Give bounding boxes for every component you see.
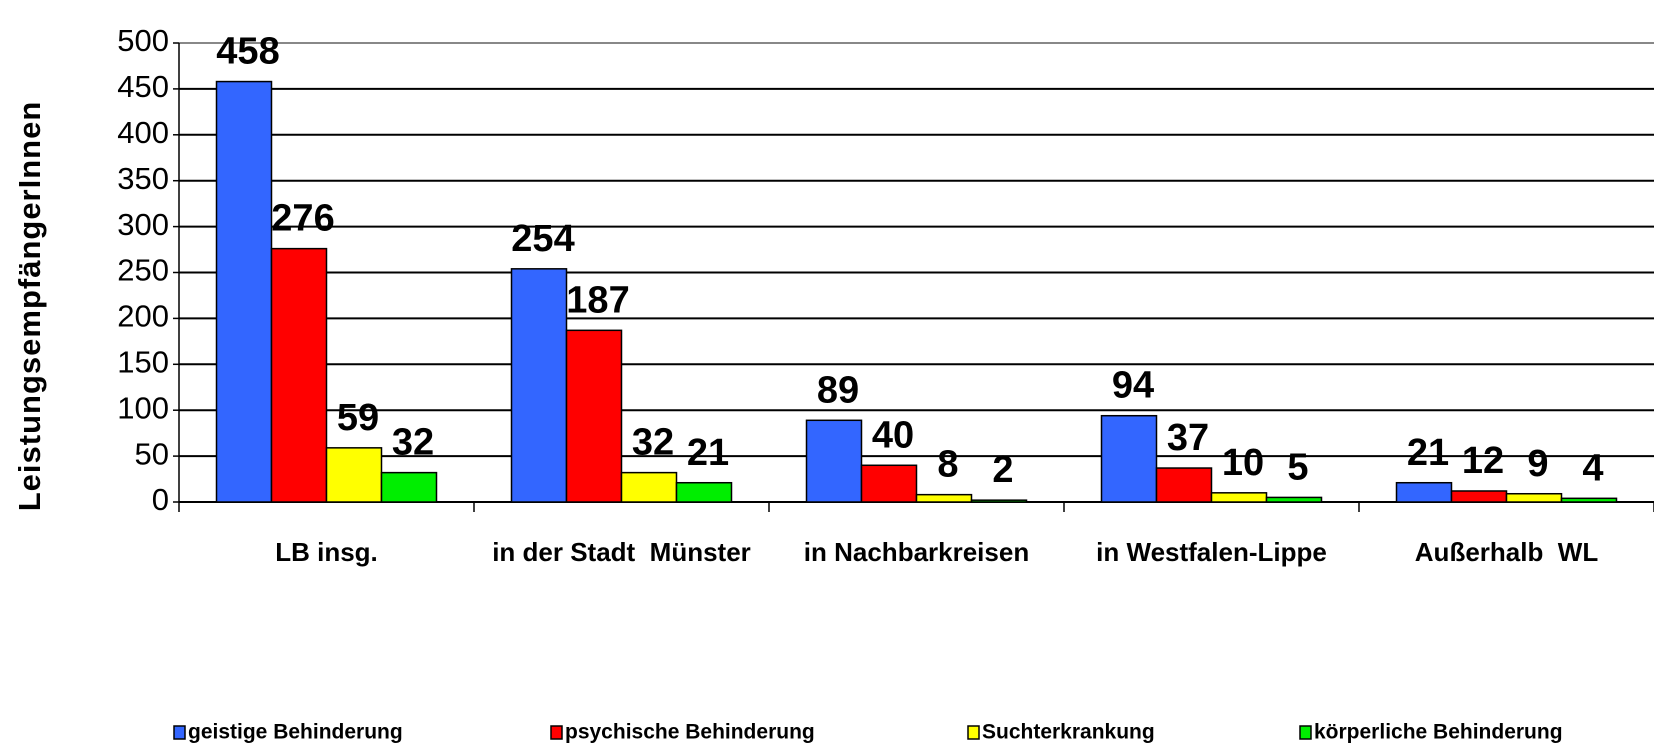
data-label: 8: [937, 444, 958, 486]
data-label: 4: [1582, 447, 1603, 489]
data-label: 59: [337, 397, 379, 439]
legend-label: psychische Behinderung: [565, 721, 815, 744]
y-tick-label: 450: [117, 69, 169, 104]
x-tick-label: in der Stadt Münster: [492, 537, 751, 567]
data-label: 89: [817, 369, 859, 411]
data-label: 12: [1462, 440, 1504, 482]
x-tick-label: in Westfalen-Lippe: [1096, 537, 1327, 567]
y-tick-label: 50: [135, 436, 169, 471]
bar: [1210, 492, 1268, 503]
legend-swatch: [550, 725, 563, 740]
bar: [805, 419, 863, 503]
data-label: 187: [566, 279, 629, 321]
y-tick-label: 150: [117, 344, 169, 379]
legend-swatch: [967, 725, 980, 740]
bar: [675, 481, 733, 503]
bar: [1155, 467, 1213, 503]
data-label: 40: [872, 414, 914, 456]
data-label: 276: [271, 198, 334, 240]
bar: [1100, 414, 1158, 503]
bar: [915, 493, 973, 503]
bar: [215, 80, 273, 503]
x-tick-label: in Nachbarkreisen: [804, 537, 1029, 567]
bar: [860, 464, 918, 503]
data-label: 254: [511, 218, 574, 260]
data-label: 21: [687, 432, 729, 474]
x-tick-label: LB insg.: [275, 537, 378, 567]
data-label: 2: [992, 449, 1013, 491]
data-label: 5: [1287, 446, 1308, 488]
data-label: 9: [1527, 443, 1548, 485]
bar: [1450, 490, 1508, 503]
bar: [270, 247, 328, 503]
data-label: 37: [1167, 417, 1209, 459]
data-label: 32: [632, 422, 674, 464]
bar: [1505, 492, 1563, 503]
bar: [565, 329, 623, 503]
bar: [380, 471, 438, 503]
y-tick-label: 350: [117, 161, 169, 196]
legend-label: geistige Behinderung: [188, 721, 403, 744]
data-label: 10: [1222, 442, 1264, 484]
bar: [1265, 496, 1323, 503]
bar: [620, 471, 678, 503]
legend-label: Suchterkrankung: [982, 721, 1155, 744]
y-tick-label: 100: [117, 390, 169, 425]
legend-swatch: [1299, 725, 1312, 740]
y-axis-title: LeistungsempfängerInnen: [12, 101, 47, 512]
y-tick-label: 400: [117, 115, 169, 150]
y-tick-label: 500: [117, 23, 169, 58]
data-label: 94: [1112, 365, 1154, 407]
bar: [970, 499, 1028, 503]
bar: [510, 268, 568, 503]
legend-swatch: [173, 725, 186, 740]
bar: [1560, 497, 1618, 503]
y-tick-label: 250: [117, 253, 169, 288]
data-label: 32: [392, 422, 434, 464]
y-tick-label: 300: [117, 207, 169, 242]
data-label: 458: [216, 31, 279, 73]
bar: [1395, 481, 1453, 503]
y-tick-label: 200: [117, 299, 169, 334]
data-label: 21: [1407, 432, 1449, 474]
y-tick-label: 0: [152, 482, 169, 517]
bar: [325, 447, 383, 503]
x-tick-label: Außerhalb WL: [1415, 537, 1599, 567]
legend-label: körperliche Behinderung: [1314, 721, 1563, 744]
